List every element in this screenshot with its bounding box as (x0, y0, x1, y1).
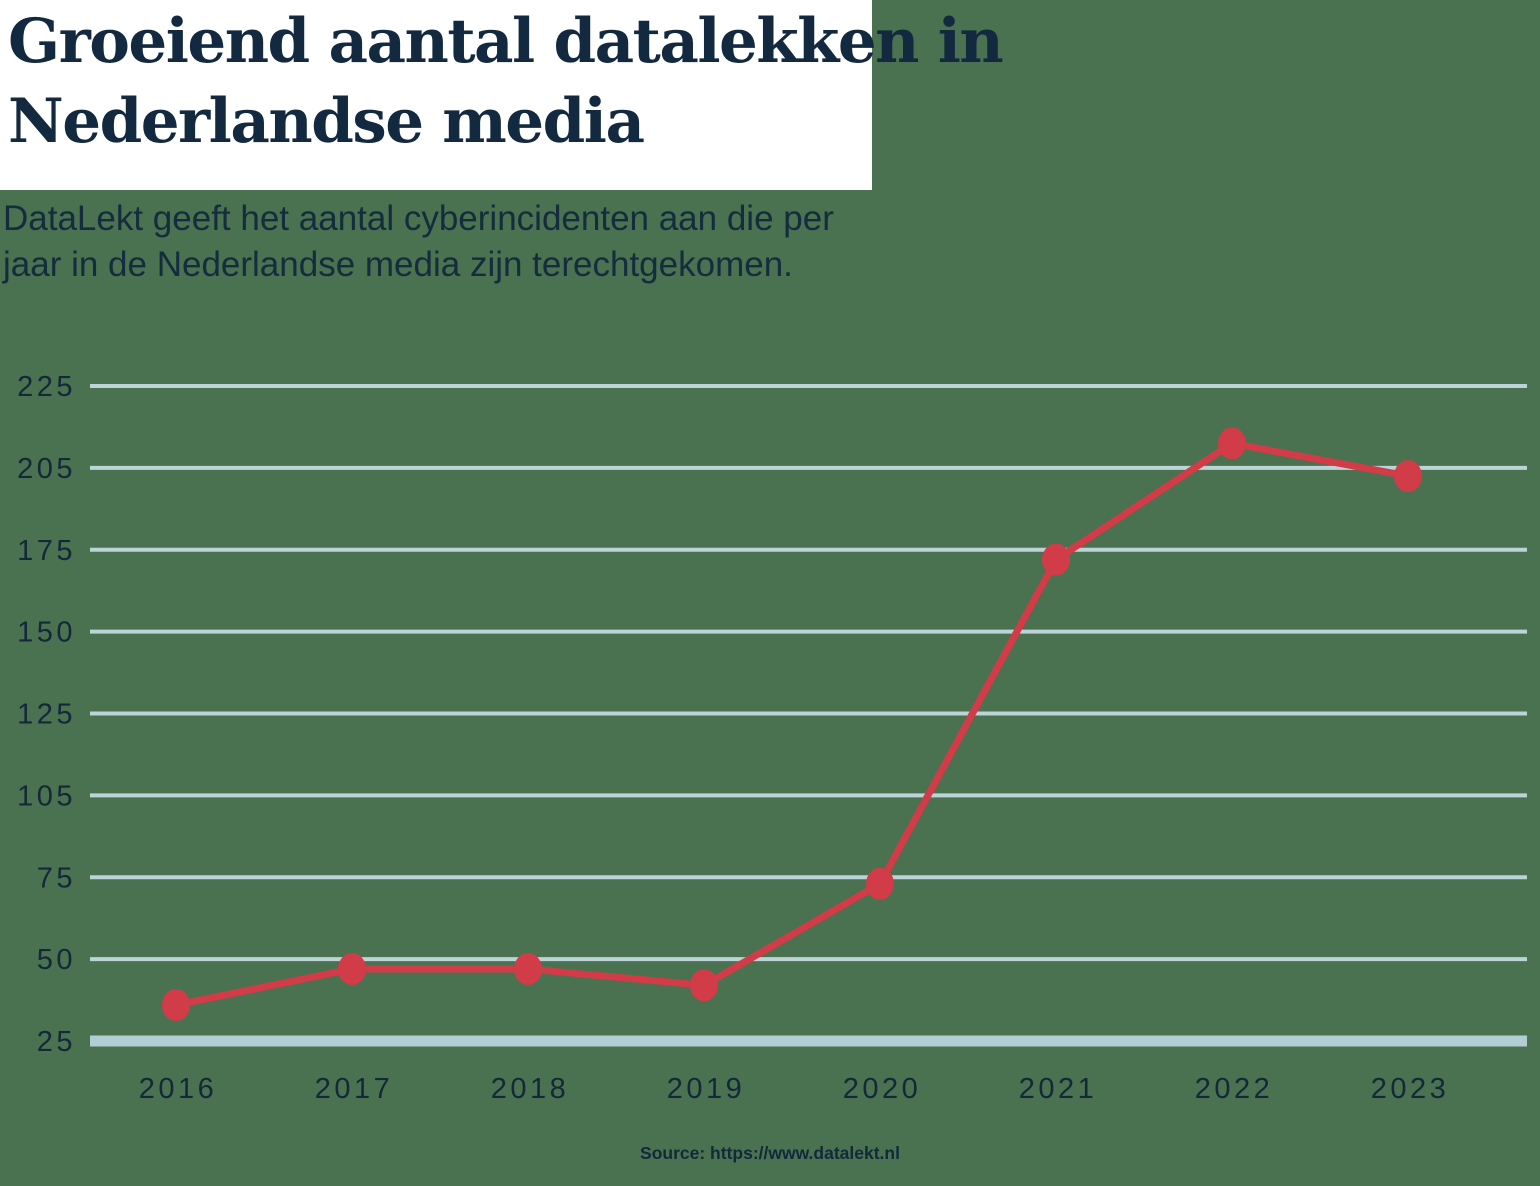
x-axis-tick-label: 2021 (1019, 1073, 1098, 1105)
chart-subtitle-line-2: jaar in de Nederlandse media zijn terech… (3, 245, 793, 284)
data-point-2022 (1218, 427, 1246, 460)
x-axis-tick-label: 2020 (843, 1073, 922, 1105)
source-attribution: Source: https://www.datalekt.nl (640, 1143, 900, 1163)
chart-subtitle-line-1: DataLekt geeft het aantal cyberincidente… (3, 199, 834, 238)
x-axis-tick-label: 2023 (1371, 1073, 1450, 1105)
data-point-2017 (338, 952, 366, 985)
data-point-2023 (1394, 460, 1422, 493)
x-axis-tick-label: 2022 (1195, 1073, 1274, 1105)
chart-subtitle: DataLekt geeft het aantal cyberincidente… (3, 196, 834, 288)
page-title: Groeiend aantal datalekken in Nederlandse… (8, 2, 1004, 162)
y-axis-tick-label: 50 (37, 944, 76, 976)
data-point-2016 (162, 988, 190, 1021)
data-point-2021 (1042, 543, 1070, 576)
data-point-2018 (514, 952, 542, 985)
x-axis-tick-label: 2016 (139, 1073, 218, 1105)
x-axis-tick-label: 2019 (667, 1073, 746, 1105)
page-title-line-1: Groeiend aantal datalekken in (8, 6, 1004, 77)
y-axis-tick-label: 205 (17, 453, 76, 485)
y-axis-tick-label: 225 (17, 371, 76, 403)
y-axis-tick-label: 175 (17, 535, 76, 567)
title-background-card (0, 0, 872, 190)
y-axis-tick-label: 125 (17, 699, 76, 731)
y-axis-tick-label: 25 (37, 1026, 76, 1058)
y-axis-tick-label: 105 (17, 780, 76, 812)
x-axis-tick-label: 2018 (491, 1073, 570, 1105)
data-point-2019 (690, 969, 718, 1002)
data-line (172, 439, 1412, 1009)
x-axis-tick-label: 2017 (315, 1073, 394, 1105)
data-point-2020 (866, 867, 894, 900)
y-axis-tick-label: 75 (37, 862, 76, 894)
y-axis-tick-label: 150 (17, 617, 76, 649)
page-title-line-2: Nederlandse media (8, 86, 645, 157)
